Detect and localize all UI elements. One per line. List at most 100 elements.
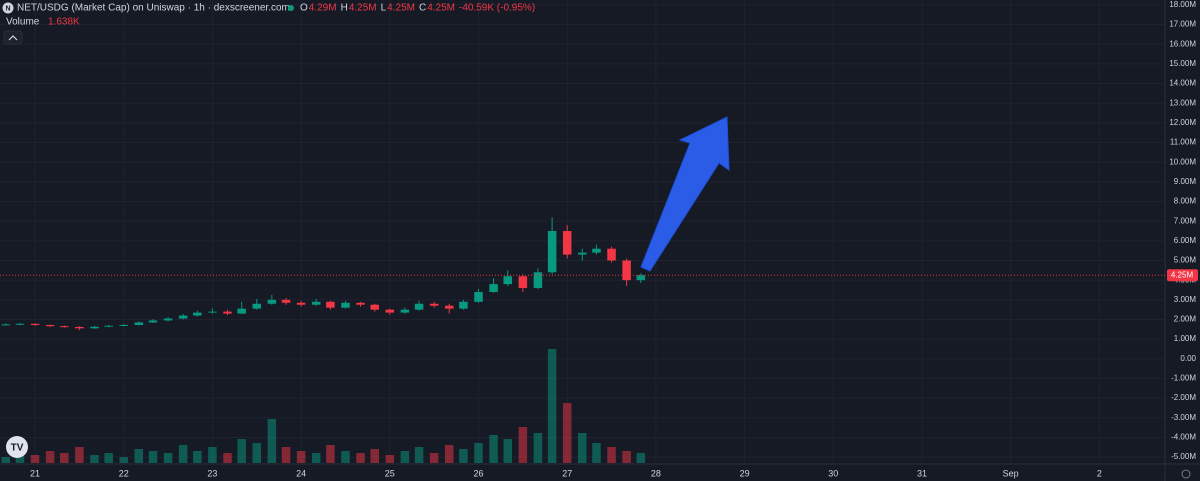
y-tick-label: -2.00M [1171, 393, 1196, 402]
x-tick-label: Sep [1003, 468, 1019, 478]
ohlc-change: -40.59K (-0.95%) [459, 3, 535, 14]
volume-bar [60, 453, 69, 463]
candle-body [592, 248, 601, 253]
y-tick-label: 7.00M [1174, 216, 1197, 225]
candle-body [429, 303, 439, 306]
candle-body [636, 275, 646, 281]
candle-body [223, 311, 232, 314]
y-tick-label: 11.00M [1170, 138, 1196, 147]
ohlc-key: L [381, 3, 387, 14]
y-tick-label: 16.00M [1169, 39, 1196, 48]
volume-bar [296, 451, 306, 463]
token-icon-letter: N [5, 5, 10, 12]
y-tick-label: 8.00M [1174, 197, 1197, 206]
candle-body [385, 309, 395, 313]
volume-bar [237, 439, 246, 463]
volume-bar [636, 453, 646, 463]
volume-bar [370, 449, 379, 463]
candle-body [281, 299, 291, 303]
candle-body [60, 326, 69, 328]
candle-body [134, 322, 144, 325]
volume-bar [223, 453, 232, 463]
candle-body [178, 315, 188, 319]
volume-bar [400, 451, 410, 463]
volume-bar [459, 449, 468, 463]
candle-body [193, 312, 202, 316]
y-tick-label: 6.00M [1174, 236, 1197, 245]
candle-body [547, 231, 557, 273]
volume-bar [30, 455, 40, 463]
candle-body [414, 303, 424, 310]
y-tick-label: -3.00M [1171, 413, 1196, 422]
volume-bar [503, 439, 513, 463]
volume-bar [474, 443, 483, 463]
volume-bar [592, 443, 601, 463]
candle-body [75, 326, 84, 329]
symbol: NET/USDG (Market Cap) on Uniswap · 1h · … [17, 3, 290, 14]
volume-bar [178, 445, 188, 463]
volume-value: 1.638K [48, 17, 80, 28]
y-tick-label: 13.00M [1169, 98, 1196, 107]
x-tick-label: 2 [1097, 468, 1102, 478]
candle-body [267, 299, 277, 304]
candle-body [15, 323, 25, 325]
x-tick-label: 23 [207, 468, 217, 478]
volume-bar [267, 419, 277, 463]
volume-bar [163, 453, 173, 463]
y-tick-label: 15.00M [1169, 59, 1196, 68]
volume-bar [45, 451, 55, 463]
y-tick-label: 1.00M [1174, 334, 1197, 343]
candle-body [474, 291, 483, 302]
volume-bar [356, 453, 365, 463]
candle-body [30, 323, 40, 325]
volume-bar [547, 349, 557, 463]
volume-bar [326, 445, 335, 463]
candle-body [459, 301, 468, 309]
token-icon [2, 2, 14, 14]
volume-bar [414, 447, 424, 463]
collapse-button[interactable] [3, 30, 23, 45]
candle-body [533, 272, 543, 289]
volume-bar [90, 455, 99, 463]
candle-body [119, 324, 128, 326]
y-tick-label: 12.00M [1169, 118, 1196, 127]
candles [1, 217, 646, 331]
x-tick-label: 24 [296, 468, 306, 478]
x-tick-label: 27 [562, 468, 572, 478]
volume-bar [193, 451, 202, 463]
volume-bar [134, 449, 144, 463]
tv-logo-text: TV [11, 443, 24, 454]
y-tick-label: 9.00M [1174, 177, 1197, 186]
collapse-icon [8, 35, 18, 41]
candle-body [444, 305, 454, 309]
volume-bar [385, 455, 395, 463]
y-tick-label: 10.00M [1169, 157, 1196, 166]
x-tick-label: 21 [30, 468, 40, 478]
y-tick-label: 5.00M [1174, 256, 1197, 265]
candle-body [104, 325, 113, 327]
ohlc-value: 4.25M [427, 3, 455, 14]
volume-bar [607, 447, 616, 463]
last-price-label: 4.25M [1171, 270, 1194, 279]
candle-body [400, 309, 410, 313]
volume-bar [518, 427, 528, 463]
volume-bar [15, 453, 25, 463]
volume-bar [341, 451, 350, 463]
y-tick-label: -4.00M [1171, 433, 1196, 442]
x-tick-label: 22 [119, 468, 129, 478]
grid [0, 0, 1165, 463]
candle-body [370, 304, 379, 310]
y-tick-label: 0.00 [1180, 354, 1196, 363]
candle-body [148, 320, 158, 323]
candle-body [341, 302, 350, 308]
candle-body [311, 301, 321, 305]
candle-body [326, 301, 335, 308]
x-tick-label: 28 [651, 468, 661, 478]
candle-body [489, 284, 498, 292]
y-tick-label: 18.00M [1169, 0, 1196, 9]
candle-body [607, 248, 616, 261]
settings-icon[interactable] [1181, 469, 1191, 479]
